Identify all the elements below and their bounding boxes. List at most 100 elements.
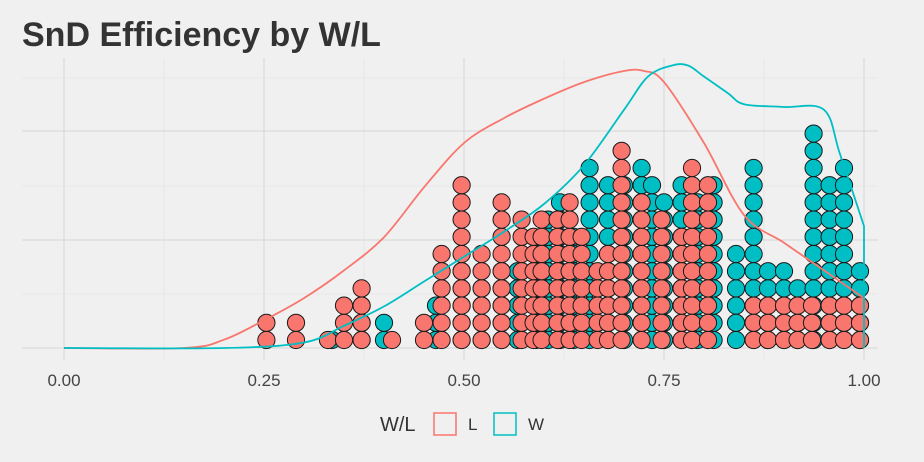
dot-l-7-5 [432,244,451,264]
dot-l-13-7 [532,210,551,229]
dot-l-9-2 [472,296,491,315]
dot-l-23-5 [682,244,702,264]
dot-l-23-6 [682,227,702,246]
dot-w-26-11 [804,141,823,160]
dot-l-16-5 [572,244,591,264]
dot-l-10-3 [492,279,511,298]
dot-w-23-3 [758,279,778,298]
dot-l-13-6 [532,227,551,246]
dot-l-23-1 [682,313,702,332]
dot-l-9-5 [472,244,491,264]
dot-l-10-0 [492,330,511,350]
dot-l-10-4 [492,262,511,281]
dot-w-21-1 [726,313,746,332]
legend-label-l: L [468,415,477,434]
legend-key-l [433,412,457,436]
dot-l-10-2 [492,296,511,315]
dot-l-19-11 [612,141,631,160]
dot-l-21-2 [652,296,671,315]
dot-w-12-10 [580,158,599,178]
legend-label-w: W [528,415,544,434]
dot-l-31-0 [834,330,854,350]
dot-l-1-0 [286,330,306,350]
dot-l-29-0 [802,330,822,350]
dot-l-16-1 [572,313,591,332]
dot-l-13-5 [532,244,551,264]
dot-l-32-0 [850,330,870,350]
dot-l-10-7 [492,210,511,229]
x-tick-label-0: 0.00 [47,371,80,390]
dot-l-23-8 [682,193,702,212]
dot-l-8-7 [452,210,471,229]
dot-l-16-6 [572,227,591,246]
dot-l-19-0 [612,330,631,350]
legend: W/L L W [380,412,544,436]
density-curve-w [63,63,865,350]
dot-l-9-1 [472,313,491,332]
dot-l-29-2 [802,296,822,315]
dot-l-13-4 [532,262,551,281]
dot-l-7-3 [432,279,451,298]
dot-l-8-0 [452,330,471,350]
dot-w-21-2 [726,296,746,315]
dot-l-23-3 [682,279,702,298]
dot-w-28-4 [834,262,854,281]
dot-l-24-1 [698,313,718,332]
dot-l-3-2 [334,296,354,315]
dot-w-28-5 [834,244,854,264]
dot-l-24-7 [698,210,718,229]
dot-l-20-2 [632,296,651,315]
dot-l-19-3 [612,279,631,298]
dot-l-7-1 [432,313,451,332]
dot-l-21-3 [652,279,671,298]
dot-l-13-2 [532,296,551,315]
x-tick-label-3: 0.75 [647,371,680,390]
dot-l-16-2 [572,296,591,315]
dot-l-5-0 [382,330,402,350]
dot-l-10-5 [492,244,511,264]
dot-w-26-3 [804,279,823,298]
x-axis-ticks: 0.00 0.25 0.50 0.75 1.00 [47,371,880,390]
chart-title: SnD Efficiency by W/L [22,16,381,54]
dot-l-20-5 [632,244,651,264]
dot-l-16-3 [572,279,591,298]
dot-l-4-2 [352,296,371,315]
dot-l-16-0 [572,330,591,350]
dots [257,124,870,350]
dot-l-19-1 [612,313,631,332]
dot-l-24-2 [698,296,718,315]
dot-w-26-8 [804,193,823,212]
dot-l-16-4 [572,262,591,281]
dot-l-15-7 [560,210,579,229]
dot-w-26-6 [804,227,823,246]
dot-w-2-1 [374,313,394,332]
dot-l-20-7 [632,210,651,229]
dot-w-28-7 [834,210,854,229]
dot-l-13-0 [532,330,551,350]
dot-l-6-1 [414,313,434,332]
dot-l-23-2 [682,296,702,315]
dot-l-4-0 [352,330,371,350]
dot-l-26-0 [758,330,778,350]
dot-l-19-10 [612,158,631,178]
dot-w-26-4 [804,262,823,281]
dot-l-9-4 [472,262,491,281]
dot-w-24-4 [774,262,794,281]
dot-w-12-9 [580,176,599,195]
dot-w-26-12 [804,124,823,143]
density-curve-l [63,68,865,350]
dot-l-23-0 [682,330,702,350]
dot-l-20-4 [632,262,651,281]
dot-w-26-9 [804,176,823,195]
dot-l-24-8 [698,193,718,212]
dot-l-8-3 [452,279,471,298]
dot-w-23-4 [758,262,778,281]
dot-l-8-6 [452,227,471,246]
dot-l-13-3 [532,279,551,298]
dot-w-29-4 [850,262,870,281]
x-tick-label-4: 1.00 [847,371,880,390]
dot-l-26-1 [758,313,778,332]
dot-l-19-9 [612,176,631,195]
dot-l-9-0 [472,330,491,350]
